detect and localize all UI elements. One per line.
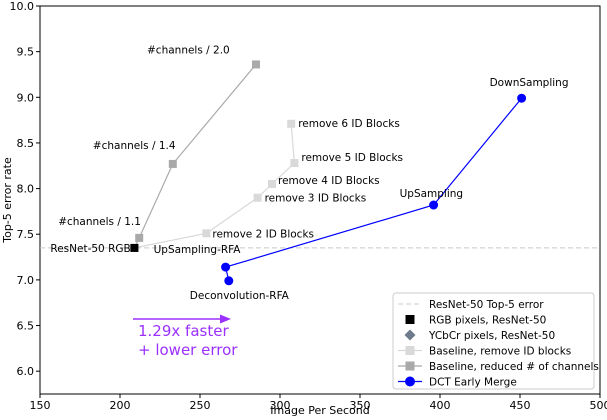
annotation: UpSampling-RFA [154,244,242,256]
annotation: UpSampling [400,188,464,200]
data-point [130,243,139,252]
series-line [134,123,296,249]
y-tick-label: 8.0 [17,183,35,196]
series-line [133,64,257,249]
y-tick-label: 6.0 [17,365,35,378]
x-tick-label: 350 [350,399,371,412]
y-axis-label: Top-5 error rate [1,157,14,244]
y-tick-label: 9.5 [17,46,35,59]
legend-marker [404,329,416,341]
legend-label: YCbCr pixels, ResNet-50 [428,330,555,342]
legend-label: Baseline, reduced # of channels [429,361,599,373]
annotation: remove 6 ID Blocks [298,118,400,130]
annotation: remove 2 ID Blocks [212,228,314,240]
annotation: remove 5 ID Blocks [301,152,403,164]
legend-marker [405,361,415,371]
y-tick-label: 8.5 [17,137,35,150]
series-line [224,97,523,281]
legend-marker [405,346,415,355]
legend-label: Baseline, remove ID blocks [429,346,571,358]
data-point [253,193,262,202]
annotation: #channels / 2.0 [147,44,230,56]
y-tick-label: 9.0 [17,91,35,104]
data-point [517,93,527,103]
legend-marker [405,376,415,387]
data-point [224,276,234,286]
legend-label: DCT Early Merge [429,377,517,389]
data-point [221,262,231,272]
legend-box [392,292,595,390]
legend-label: ResNet-50 Top-5 error [429,299,544,311]
x-tick-label: 250 [190,399,211,412]
y-tick-label: 7.0 [17,274,35,287]
x-tick-label: 200 [110,399,131,412]
x-tick-label: 500 [590,399,607,412]
legend-label: RGB pixels, ResNet-50 [429,315,546,327]
annotation: remove 3 ID Blocks [265,193,367,205]
data-point [290,159,299,168]
annotation: remove 4 ID Blocks [278,175,380,187]
x-tick-label: 400 [430,399,451,412]
data-point [168,159,177,168]
x-axis-label: Image Per Second [270,404,369,417]
callout-text: + lower error [138,341,238,359]
plot-frame [39,5,601,395]
data-point [287,119,296,128]
y-tick-label: 7.5 [17,228,35,241]
annotation: #channels / 1.1 [58,216,141,228]
y-tick-label: 6.5 [17,320,35,333]
x-tick-label: 150 [30,399,51,412]
data-point [429,200,439,210]
annotation: #channels / 1.4 [93,140,176,152]
callout-arrow-head [220,314,231,324]
legend-marker [405,315,415,324]
data-point [268,180,276,189]
annotation: Deconvolution-RFA [190,290,290,302]
x-tick-label: 450 [510,399,531,412]
data-point [252,60,260,69]
y-tick-label: 10.0 [10,0,35,13]
data-point [135,233,144,242]
x-tick-label: 300 [270,399,291,412]
data-point [202,229,211,238]
callout-text: 1.29x faster [138,322,229,340]
annotation: DownSampling [490,77,569,89]
annotation: ResNet-50 RGB [50,243,130,255]
